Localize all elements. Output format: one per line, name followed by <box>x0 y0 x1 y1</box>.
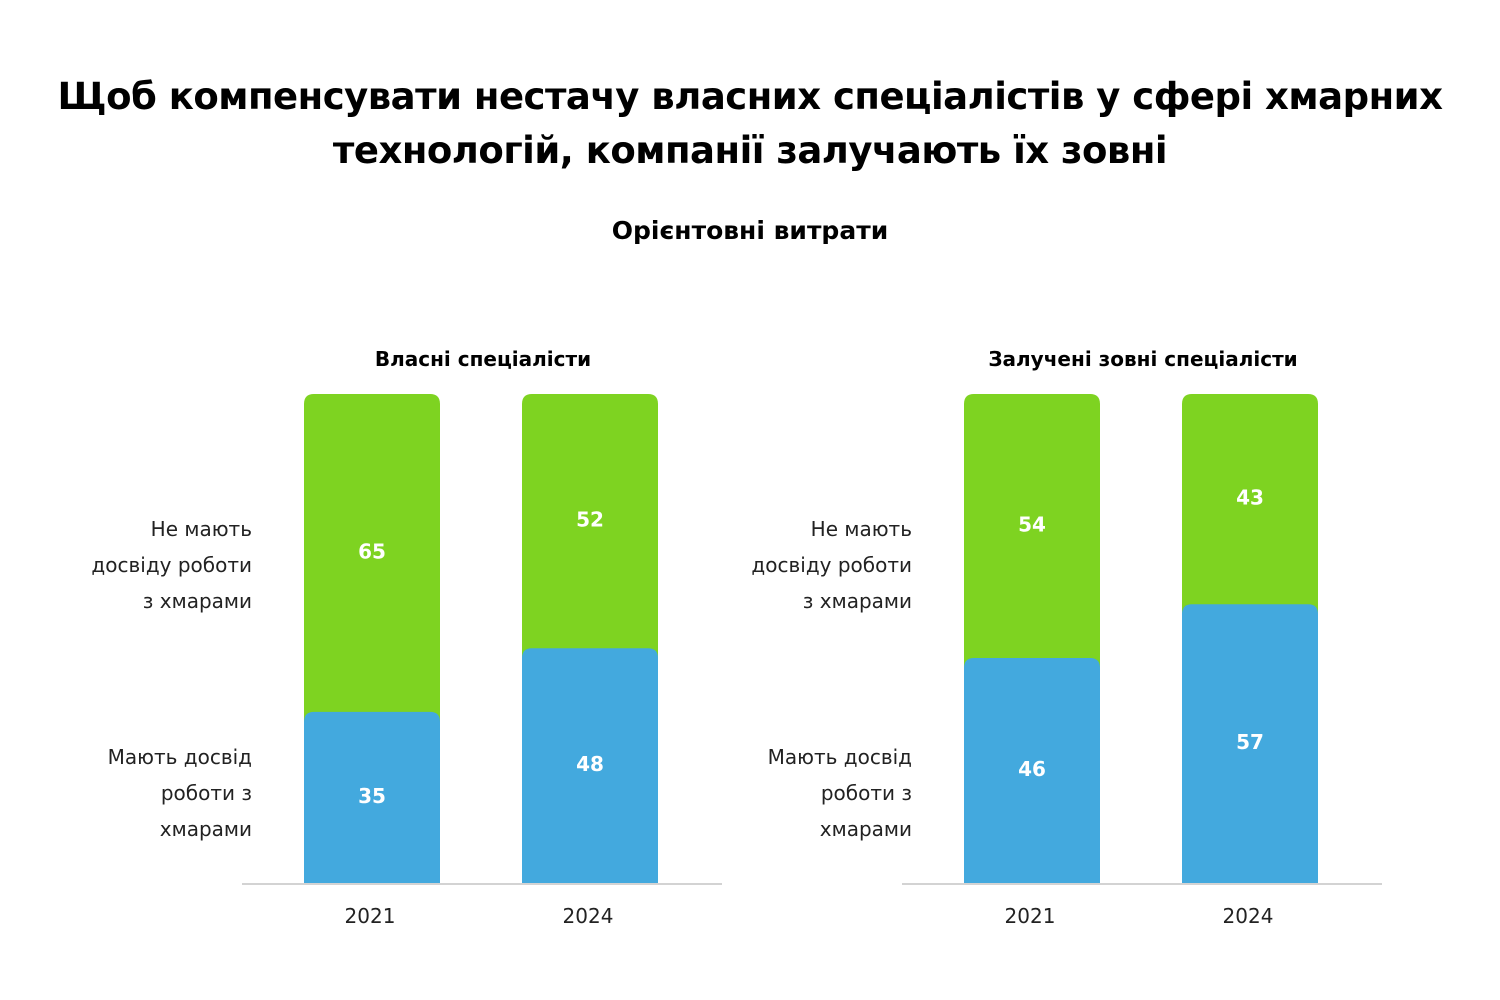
bar-segment <box>964 658 1100 883</box>
series-label: Не мають досвіду роботи з хмарами <box>91 517 252 613</box>
data-label: 48 <box>576 752 604 776</box>
data-label: 54 <box>1018 513 1046 537</box>
bar-segment <box>1182 604 1318 883</box>
x-tick-label: 2021 <box>345 904 396 928</box>
data-label: 46 <box>1018 757 1046 781</box>
data-label: 65 <box>358 539 386 563</box>
data-label: 43 <box>1236 486 1264 510</box>
series-label: Мають досвід роботи з хмарами <box>768 745 912 841</box>
chart-title: Власні спеціалісти <box>375 347 591 371</box>
x-tick-label: 2021 <box>1005 904 1056 928</box>
page-subtitle: Орієнтовні витрати <box>611 216 889 245</box>
data-label: 35 <box>358 784 386 808</box>
page-title: Щоб компенсувати нестачу власних спеціал… <box>57 75 1443 172</box>
series-label: Мають досвід роботи з хмарами <box>108 745 252 841</box>
series-label: Не мають досвіду роботи з хмарами <box>751 517 912 613</box>
x-tick-label: 2024 <box>563 904 614 928</box>
data-label: 52 <box>576 508 604 532</box>
bar-segment <box>304 711 440 883</box>
data-label: 57 <box>1236 730 1264 754</box>
bar-segment <box>522 648 658 883</box>
x-tick-label: 2024 <box>1223 904 1274 928</box>
chart-title: Залучені зовні спеціалісти <box>988 347 1297 371</box>
